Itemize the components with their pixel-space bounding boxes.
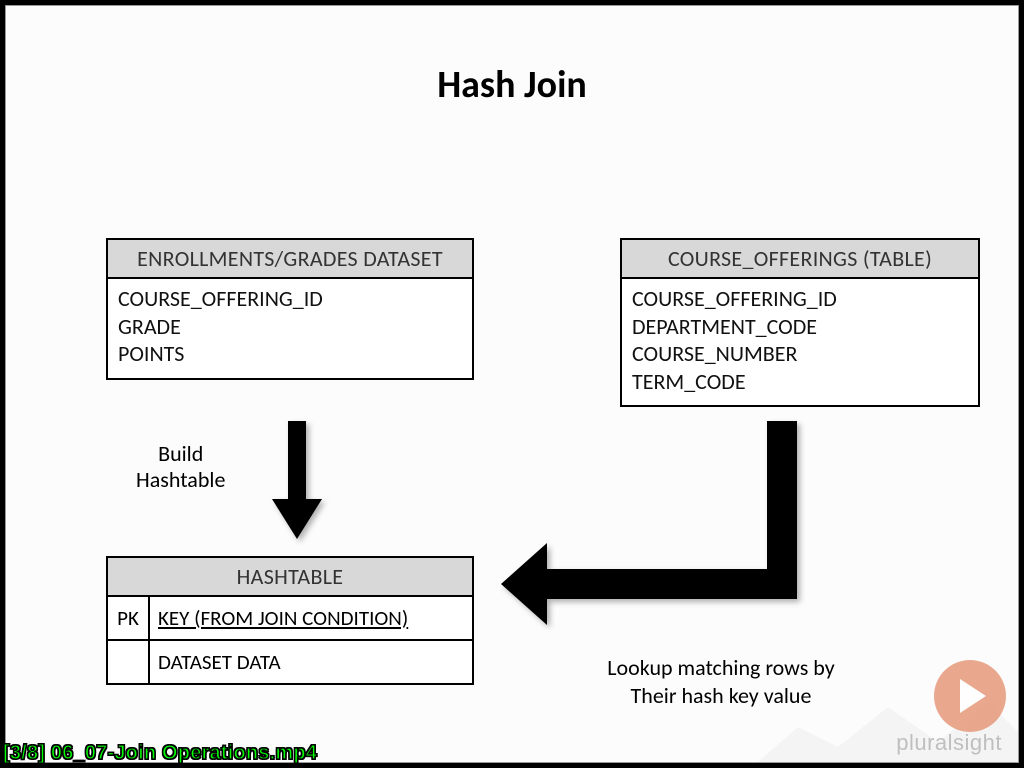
build-label-line2: Hashtable <box>136 466 225 493</box>
course-row: TERM_CODE <box>632 368 968 396</box>
build-arrow-icon <box>272 421 322 541</box>
enroll-row: COURSE_OFFERING_ID <box>118 285 462 313</box>
course-row: COURSE_NUMBER <box>632 340 968 368</box>
slide: Hash Join ENROLLMENTS/GRADES DATASET COU… <box>5 5 1019 763</box>
enroll-row: POINTS <box>118 340 462 368</box>
play-button[interactable] <box>934 660 1006 732</box>
course-offerings-body: COURSE_OFFERING_ID DEPARTMENT_CODE COURS… <box>622 279 978 405</box>
enroll-row: GRADE <box>118 313 462 341</box>
hashtable-key-cell: KEY (FROM JOIN CONDITION) <box>150 597 472 639</box>
hashtable-row: DATASET DATA <box>108 639 472 683</box>
enrollments-body: COURSE_OFFERING_ID GRADE POINTS <box>108 279 472 378</box>
hashtable-data-cell: DATASET DATA <box>150 641 472 683</box>
course-offerings-box: COURSE_OFFERINGS (TABLE) COURSE_OFFERING… <box>620 238 980 407</box>
course-row: DEPARTMENT_CODE <box>632 313 968 341</box>
hashtable-row: PK KEY (FROM JOIN CONDITION) <box>108 597 472 639</box>
course-offerings-header: COURSE_OFFERINGS (TABLE) <box>622 240 978 279</box>
hashtable-pk-cell <box>108 641 150 683</box>
file-overlay-label: [3/8] 06_07-Join Operations.mp4 <box>3 742 317 765</box>
brand-text: pluralsight <box>896 730 1002 756</box>
build-label-line1: Build <box>158 440 203 467</box>
lookup-label-line1: Lookup matching rows by <box>607 654 834 681</box>
hashtable-box: HASHTABLE PK KEY (FROM JOIN CONDITION) D… <box>106 556 474 685</box>
slide-title: Hash Join <box>6 62 1018 108</box>
enrollments-header: ENROLLMENTS/GRADES DATASET <box>108 240 472 279</box>
hashtable-header: HASHTABLE <box>108 558 472 597</box>
hashtable-pk-cell: PK <box>108 597 150 639</box>
course-row: COURSE_OFFERING_ID <box>632 285 968 313</box>
build-hashtable-label: Build Hashtable <box>136 441 225 494</box>
enrollments-dataset-box: ENROLLMENTS/GRADES DATASET COURSE_OFFERI… <box>106 238 474 380</box>
lookup-arrow-icon <box>501 421 821 631</box>
